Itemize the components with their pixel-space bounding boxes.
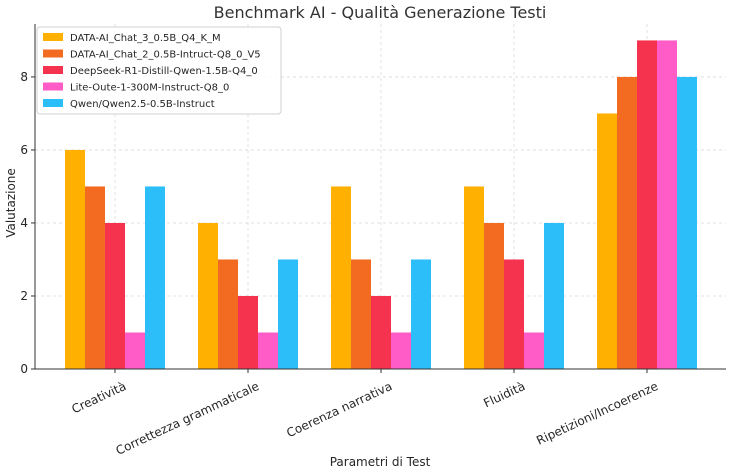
bar-2-5 bbox=[617, 76, 637, 369]
bar-1-4 bbox=[464, 186, 484, 369]
legend-frame bbox=[36, 26, 282, 115]
legend-swatch bbox=[43, 33, 63, 41]
bar-3-1 bbox=[105, 222, 125, 369]
bar-3-5 bbox=[637, 40, 657, 370]
x-axis-title: Parametri di Test bbox=[330, 455, 431, 469]
bar-4-4 bbox=[524, 332, 544, 369]
bar-2-2 bbox=[218, 259, 238, 369]
bar-5-1 bbox=[145, 186, 165, 369]
y-tick-label: 6 bbox=[20, 143, 28, 157]
bar-5-5 bbox=[677, 76, 697, 369]
bar-2-1 bbox=[85, 186, 105, 369]
y-tick-label: 8 bbox=[20, 70, 28, 84]
bar-1-1 bbox=[65, 149, 85, 369]
bar-4-5 bbox=[657, 40, 677, 370]
bar-1-2 bbox=[198, 222, 218, 369]
bar-3-4 bbox=[504, 259, 524, 369]
bar-1-5 bbox=[597, 113, 617, 369]
legend-label: DATA-AI_Chat_2_0.5B-Intruct-Q8_0_V5 bbox=[70, 50, 261, 61]
y-tick-label: 0 bbox=[20, 362, 28, 376]
bar-5-3 bbox=[411, 259, 431, 369]
legend-label: DATA-AI_Chat_3_0.5B_Q4_K_M bbox=[70, 33, 221, 44]
legend-label: DeepSeek-R1-Distill-Qwen-1.5B-Q4_0 bbox=[70, 66, 258, 77]
bar-2-4 bbox=[484, 222, 504, 369]
legend-swatch bbox=[43, 49, 63, 58]
legend-label: Lite-Oute-1-300M-Instruct-Q8_0 bbox=[70, 83, 229, 94]
bar-4-3 bbox=[391, 332, 411, 369]
legend-label: Qwen/Qwen2.5-0.5B-Instruct bbox=[70, 99, 215, 110]
y-axis-title: Valutazione bbox=[4, 168, 18, 238]
bar-5-2 bbox=[278, 259, 298, 369]
bar-4-2 bbox=[258, 332, 278, 369]
bar-4-1 bbox=[125, 332, 145, 369]
bar-3-3 bbox=[371, 295, 391, 369]
bar-2-3 bbox=[351, 259, 371, 369]
legend-swatch bbox=[43, 82, 63, 91]
legend-swatch bbox=[43, 99, 63, 107]
bar-5-4 bbox=[544, 222, 564, 369]
bar-3-2 bbox=[238, 295, 258, 369]
legend-swatch bbox=[43, 66, 63, 74]
legend: DATA-AI_Chat_3_0.5B_Q4_K_M DATA-AI_Chat_2… bbox=[36, 26, 282, 115]
bars bbox=[65, 40, 697, 370]
chart-title: Benchmark AI - Qualità Generazione Testi bbox=[214, 3, 547, 22]
bar-1-3 bbox=[331, 186, 351, 369]
y-tick-label: 2 bbox=[20, 289, 28, 303]
y-tick-label: 4 bbox=[20, 216, 28, 230]
